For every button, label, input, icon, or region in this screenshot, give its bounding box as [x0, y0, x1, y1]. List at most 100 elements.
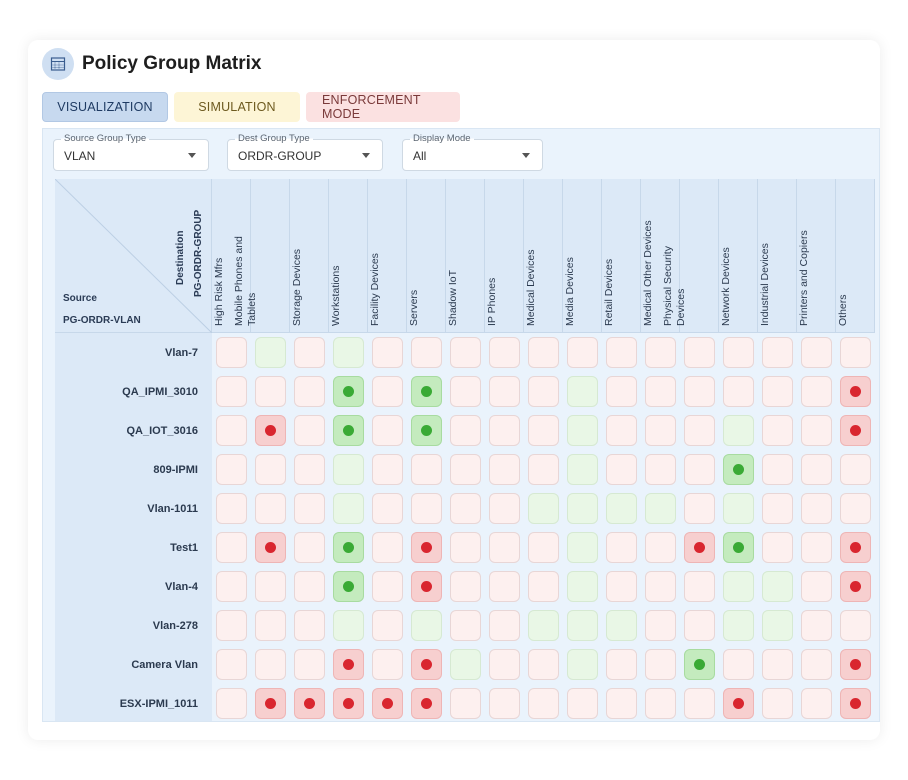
matrix-cell[interactable] — [528, 649, 559, 680]
matrix-cell[interactable] — [645, 454, 676, 485]
matrix-cell[interactable] — [762, 415, 793, 446]
matrix-cell[interactable] — [684, 493, 715, 524]
matrix-cell[interactable] — [294, 415, 325, 446]
matrix-cell[interactable] — [684, 337, 715, 368]
matrix-cell[interactable] — [606, 610, 637, 641]
matrix-cell[interactable] — [294, 493, 325, 524]
matrix-cell[interactable] — [723, 337, 754, 368]
matrix-cell[interactable] — [489, 415, 520, 446]
matrix-cell[interactable] — [645, 337, 676, 368]
matrix-cell[interactable] — [606, 415, 637, 446]
matrix-cell[interactable] — [567, 532, 598, 563]
matrix-cell[interactable] — [255, 493, 286, 524]
matrix-cell[interactable] — [489, 649, 520, 680]
matrix-cell[interactable] — [567, 454, 598, 485]
matrix-cell[interactable] — [372, 454, 403, 485]
matrix-cell[interactable] — [684, 415, 715, 446]
matrix-cell[interactable] — [645, 571, 676, 602]
matrix-cell[interactable] — [216, 688, 247, 719]
matrix-cell[interactable] — [762, 571, 793, 602]
matrix-cell[interactable] — [333, 454, 364, 485]
matrix-cell[interactable] — [216, 493, 247, 524]
matrix-cell[interactable] — [684, 454, 715, 485]
matrix-cell[interactable] — [528, 688, 559, 719]
matrix-cell[interactable] — [567, 610, 598, 641]
matrix-cell[interactable] — [333, 493, 364, 524]
matrix-cell[interactable] — [255, 337, 286, 368]
matrix-cell[interactable] — [372, 532, 403, 563]
matrix-cell[interactable] — [528, 337, 559, 368]
matrix-cell[interactable] — [567, 376, 598, 407]
matrix-cell[interactable] — [762, 337, 793, 368]
matrix-cell[interactable] — [372, 376, 403, 407]
matrix-cell[interactable] — [333, 688, 364, 719]
matrix-cell[interactable] — [489, 376, 520, 407]
matrix-cell[interactable] — [606, 376, 637, 407]
matrix-cell[interactable] — [411, 610, 442, 641]
matrix-cell[interactable] — [528, 454, 559, 485]
matrix-cell[interactable] — [840, 376, 871, 407]
matrix-cell[interactable] — [411, 649, 442, 680]
matrix-cell[interactable] — [450, 532, 481, 563]
matrix-cell[interactable] — [294, 610, 325, 641]
matrix-cell[interactable] — [411, 493, 442, 524]
matrix-cell[interactable] — [840, 649, 871, 680]
matrix-cell[interactable] — [645, 376, 676, 407]
matrix-cell[interactable] — [723, 454, 754, 485]
matrix-cell[interactable] — [684, 610, 715, 641]
matrix-cell[interactable] — [762, 493, 793, 524]
matrix-cell[interactable] — [567, 649, 598, 680]
matrix-cell[interactable] — [801, 571, 832, 602]
matrix-cell[interactable] — [450, 610, 481, 641]
matrix-cell[interactable] — [762, 376, 793, 407]
matrix-cell[interactable] — [294, 688, 325, 719]
source-group-type-select[interactable]: Source Group Type VLAN — [53, 133, 209, 171]
matrix-cell[interactable] — [606, 454, 637, 485]
matrix-cell[interactable] — [840, 454, 871, 485]
matrix-cell[interactable] — [372, 649, 403, 680]
matrix-cell[interactable] — [372, 688, 403, 719]
matrix-cell[interactable] — [840, 571, 871, 602]
matrix-cell[interactable] — [411, 337, 442, 368]
matrix-cell[interactable] — [372, 610, 403, 641]
matrix-cell[interactable] — [333, 376, 364, 407]
matrix-cell[interactable] — [567, 337, 598, 368]
matrix-cell[interactable] — [450, 688, 481, 719]
matrix-cell[interactable] — [723, 610, 754, 641]
matrix-cell[interactable] — [723, 493, 754, 524]
matrix-cell[interactable] — [294, 454, 325, 485]
matrix-cell[interactable] — [762, 610, 793, 641]
matrix-cell[interactable] — [216, 454, 247, 485]
matrix-cell[interactable] — [450, 454, 481, 485]
display-mode-select[interactable]: Display Mode All — [402, 133, 543, 171]
matrix-cell[interactable] — [840, 688, 871, 719]
matrix-cell[interactable] — [333, 571, 364, 602]
matrix-cell[interactable] — [255, 532, 286, 563]
matrix-cell[interactable] — [801, 337, 832, 368]
matrix-cell[interactable] — [255, 649, 286, 680]
matrix-cell[interactable] — [450, 376, 481, 407]
matrix-cell[interactable] — [333, 337, 364, 368]
matrix-cell[interactable] — [255, 688, 286, 719]
matrix-cell[interactable] — [528, 493, 559, 524]
matrix-cell[interactable] — [489, 610, 520, 641]
matrix-cell[interactable] — [801, 454, 832, 485]
matrix-cell[interactable] — [645, 649, 676, 680]
matrix-cell[interactable] — [840, 493, 871, 524]
matrix-cell[interactable] — [333, 532, 364, 563]
matrix-cell[interactable] — [606, 532, 637, 563]
matrix-cell[interactable] — [684, 649, 715, 680]
matrix-cell[interactable] — [723, 649, 754, 680]
matrix-cell[interactable] — [450, 337, 481, 368]
matrix-cell[interactable] — [255, 454, 286, 485]
matrix-cell[interactable] — [840, 415, 871, 446]
matrix-cell[interactable] — [567, 493, 598, 524]
matrix-cell[interactable] — [411, 688, 442, 719]
matrix-cell[interactable] — [255, 376, 286, 407]
matrix-cell[interactable] — [216, 532, 247, 563]
matrix-cell[interactable] — [606, 493, 637, 524]
matrix-cell[interactable] — [645, 688, 676, 719]
matrix-cell[interactable] — [411, 532, 442, 563]
matrix-cell[interactable] — [333, 415, 364, 446]
matrix-cell[interactable] — [801, 688, 832, 719]
